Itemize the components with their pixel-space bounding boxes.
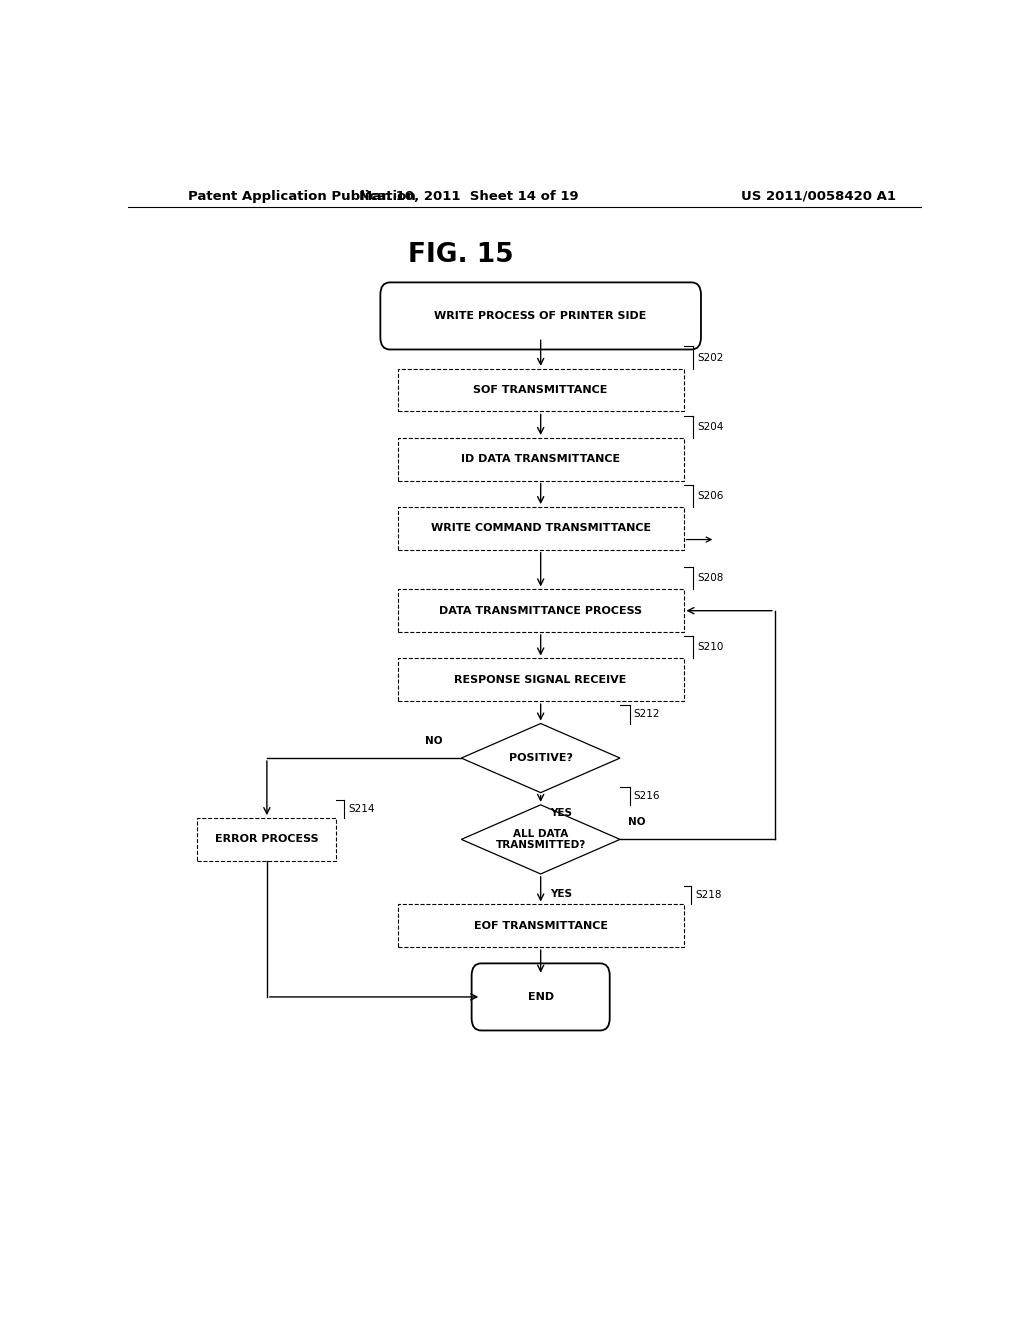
Text: S216: S216 xyxy=(634,791,660,801)
Bar xyxy=(198,818,336,861)
Polygon shape xyxy=(462,805,620,874)
Text: S214: S214 xyxy=(348,804,375,814)
Text: Patent Application Publication: Patent Application Publication xyxy=(187,190,416,202)
FancyBboxPatch shape xyxy=(380,282,701,350)
Bar xyxy=(397,438,684,480)
Text: YES: YES xyxy=(550,890,572,899)
FancyBboxPatch shape xyxy=(472,964,609,1031)
Bar xyxy=(397,507,684,549)
Bar xyxy=(397,659,684,701)
Text: S212: S212 xyxy=(634,709,660,719)
Polygon shape xyxy=(462,723,620,792)
Text: DATA TRANSMITTANCE PROCESS: DATA TRANSMITTANCE PROCESS xyxy=(439,606,642,615)
Text: WRITE PROCESS OF PRINTER SIDE: WRITE PROCESS OF PRINTER SIDE xyxy=(434,312,647,321)
Text: RESPONSE SIGNAL RECEIVE: RESPONSE SIGNAL RECEIVE xyxy=(455,675,627,685)
Text: ALL DATA
TRANSMITTED?: ALL DATA TRANSMITTED? xyxy=(496,829,586,850)
Text: POSITIVE?: POSITIVE? xyxy=(509,754,572,763)
Text: US 2011/0058420 A1: US 2011/0058420 A1 xyxy=(741,190,896,202)
Text: YES: YES xyxy=(550,808,572,818)
Text: SOF TRANSMITTANCE: SOF TRANSMITTANCE xyxy=(473,385,608,395)
Bar xyxy=(397,589,684,632)
Text: S204: S204 xyxy=(697,421,723,432)
Text: ERROR PROCESS: ERROR PROCESS xyxy=(215,834,318,845)
Text: S206: S206 xyxy=(697,491,723,500)
Text: END: END xyxy=(527,991,554,1002)
Text: WRITE COMMAND TRANSMITTANCE: WRITE COMMAND TRANSMITTANCE xyxy=(431,523,650,533)
Text: Mar. 10, 2011  Sheet 14 of 19: Mar. 10, 2011 Sheet 14 of 19 xyxy=(359,190,579,202)
Text: S210: S210 xyxy=(697,643,723,652)
Text: S208: S208 xyxy=(697,573,723,583)
Bar xyxy=(397,368,684,412)
Bar xyxy=(397,904,684,948)
Text: FIG. 15: FIG. 15 xyxy=(409,242,514,268)
Text: NO: NO xyxy=(425,735,442,746)
Text: ID DATA TRANSMITTANCE: ID DATA TRANSMITTANCE xyxy=(461,454,621,465)
Text: S218: S218 xyxy=(695,890,722,900)
Text: NO: NO xyxy=(628,817,645,828)
Text: S202: S202 xyxy=(697,352,723,363)
Text: EOF TRANSMITTANCE: EOF TRANSMITTANCE xyxy=(474,921,607,931)
